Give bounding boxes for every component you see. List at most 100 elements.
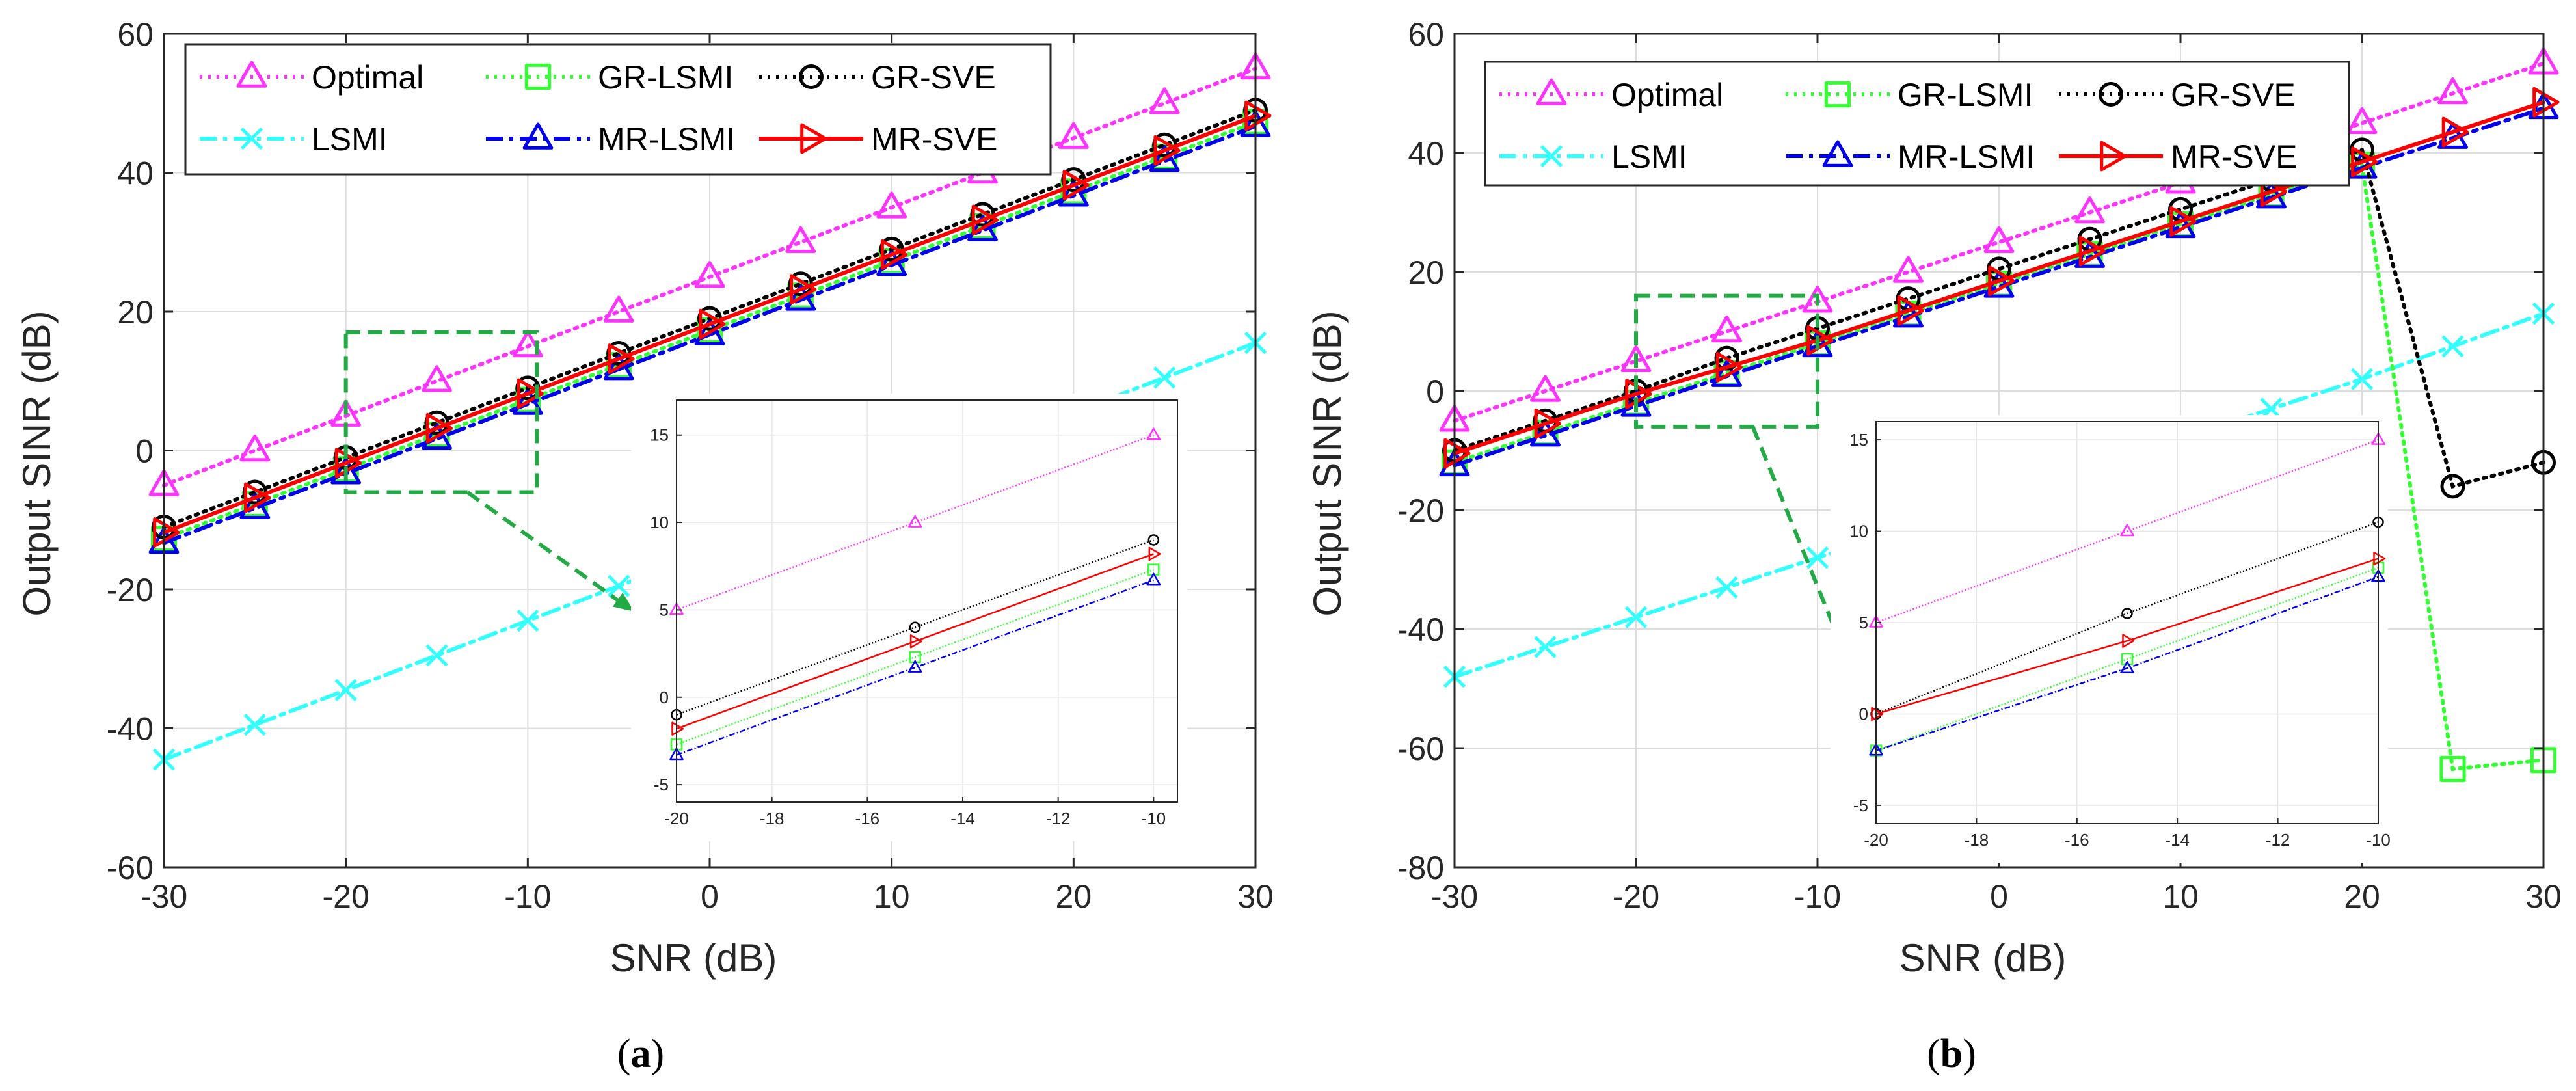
inset-line-gr-lsmi xyxy=(676,569,1154,746)
inset-series-mr-sve xyxy=(1871,551,2386,721)
data-point-mr-sve xyxy=(153,517,180,548)
legend-label-mr-lsmi: MR-LSMI xyxy=(598,121,735,157)
data-point-optimal xyxy=(2074,196,2105,224)
data-point-mr-sve xyxy=(2441,116,2469,148)
y-tick-label: 20 xyxy=(1408,254,1444,291)
data-point-mr-lsmi xyxy=(1620,390,1652,417)
data-point-mr-sve xyxy=(1988,265,2015,297)
data-point-mr-sve xyxy=(1806,325,1834,356)
inset-x-tick-label: -10 xyxy=(1142,809,1166,828)
series-line-gr-lsmi xyxy=(1453,162,2545,772)
legend-label-gr-lsmi: GR-LSMI xyxy=(1898,77,2033,113)
y-tick-label: -20 xyxy=(1397,492,1444,529)
inset-line-gr-sve xyxy=(676,539,1154,716)
data-point-mr-sve xyxy=(1534,408,1561,439)
inset-point-gr-lsmi xyxy=(2121,653,2134,666)
legend-box xyxy=(1484,61,2350,187)
inset-y-tick-label: -5 xyxy=(1853,796,1868,815)
y-tick-label: 40 xyxy=(117,155,154,192)
x-tick-label: 10 xyxy=(2162,878,2199,915)
inset-series-mr-sve xyxy=(671,546,1161,736)
series-line-mr-sve xyxy=(1453,100,2545,456)
data-point-optimal xyxy=(422,365,452,392)
x-tick-label: 30 xyxy=(2525,878,2562,915)
legend-item-gr-sve: GR-SVE xyxy=(2059,77,2296,113)
panel-label-close: ) xyxy=(651,1032,665,1076)
inset: -20 -18 -16 -14 -12 -10 -5 0 5 10 15 xyxy=(631,394,1187,841)
legend-item-gr-lsmi: GR-LSMI xyxy=(486,59,733,96)
y-tick-label: 20 xyxy=(117,294,154,330)
inset: -20 -18 -16 -14 -12 -10 -5 0 5 10 15 xyxy=(1831,415,2391,863)
legend-marker-gr-lsmi xyxy=(1824,81,1851,108)
data-point-lsmi xyxy=(517,609,539,632)
legend-marker-lsmi xyxy=(1540,144,1563,168)
inset-point-optimal xyxy=(2120,524,2134,537)
panel-label-letter: a xyxy=(631,1032,651,1076)
legend-item-gr-lsmi: GR-LSMI xyxy=(1786,77,2033,113)
inset-y-tick-label: -5 xyxy=(654,775,669,794)
inset-line-optimal xyxy=(676,434,1154,611)
y-axis-label: Output SINR (dB) xyxy=(1306,310,1349,616)
inset-x-tick-label: -20 xyxy=(1864,830,1888,850)
data-point-optimal xyxy=(239,435,271,462)
inset-point-gr-sve xyxy=(909,621,921,634)
inset-x-tick-label: -18 xyxy=(1965,830,1989,850)
y-tick-label: -20 xyxy=(107,572,154,608)
x-tick-label: 10 xyxy=(874,878,910,915)
legend-label-mr-sve: MR-SVE xyxy=(871,121,997,157)
legend-item-optimal: Optimal xyxy=(1499,77,1723,113)
inset-y-tick-label: 5 xyxy=(1859,613,1868,632)
legend-marker-lsmi xyxy=(240,127,263,150)
data-point-gr-sve xyxy=(2440,474,2465,499)
inset-x-tick-label: -20 xyxy=(664,809,689,828)
inset-x-tick-label: -16 xyxy=(2065,830,2089,850)
data-point-optimal xyxy=(1893,256,1924,283)
inset-line-gr-lsmi xyxy=(1875,567,2379,751)
data-point-optimal xyxy=(1620,345,1652,373)
data-point-mr-lsmi xyxy=(422,422,452,450)
x-tick-label: -10 xyxy=(1794,878,1841,915)
legend-label-optimal: Optimal xyxy=(312,59,423,96)
inset-point-mr-lsmi xyxy=(1146,572,1161,586)
legend-item-mr-sve: MR-SVE xyxy=(759,121,997,157)
data-point-optimal xyxy=(2346,107,2378,135)
series-line-optimal xyxy=(162,66,1257,487)
legend-item-lsmi: LSMI xyxy=(1499,139,1687,175)
inset-y-tick-label: 0 xyxy=(1859,704,1868,723)
y-tick-label: -80 xyxy=(1397,850,1444,886)
data-point-mr-lsmi xyxy=(967,214,998,241)
x-axis-label: SNR (dB) xyxy=(1899,936,2067,980)
panel-label: (a) xyxy=(617,1032,664,1076)
inset-y-tick-label: 0 xyxy=(660,688,669,707)
legend-marker-optimal xyxy=(236,61,267,88)
data-point-optimal xyxy=(1530,375,1561,402)
y-tick-label: 40 xyxy=(1408,135,1444,172)
panel-label-open: ( xyxy=(1927,1032,1940,1076)
data-point-optimal xyxy=(876,191,907,219)
legend-label-optimal: Optimal xyxy=(1611,77,1723,113)
legend: Optimal GR-LSMI GR-SVE LSMI MR-LSMI MR-SVE xyxy=(1484,61,2350,187)
inset-x-tick-label: -14 xyxy=(950,809,975,828)
legend-item-gr-sve: GR-SVE xyxy=(759,59,996,96)
x-tick-label: -30 xyxy=(1431,878,1478,915)
inset-point-mr-lsmi xyxy=(2120,660,2134,673)
data-point-mr-lsmi xyxy=(330,457,362,485)
inset-x-tick-label: -14 xyxy=(2165,830,2190,850)
legend-label-lsmi: LSMI xyxy=(312,121,388,157)
data-point-mr-sve xyxy=(2078,236,2106,267)
data-point-mr-sve xyxy=(1153,135,1181,166)
legend: Optimal GR-LSMI GR-SVE LSMI MR-LSMI MR-SVE xyxy=(184,43,1052,176)
legend-marker-gr-sve xyxy=(799,64,824,89)
legend-marker-gr-sve xyxy=(2099,82,2123,107)
data-point-mr-sve xyxy=(334,448,362,479)
data-point-optimal xyxy=(2437,77,2468,105)
panel-label-open: ( xyxy=(617,1032,631,1076)
inset-y-tick-label: 10 xyxy=(650,513,669,532)
legend-marker-gr-lsmi xyxy=(524,63,552,90)
data-point-optimal xyxy=(785,226,816,254)
data-point-mr-sve xyxy=(2532,87,2560,118)
data-point-mr-lsmi xyxy=(603,353,634,381)
series-line-optimal xyxy=(1453,61,2545,423)
zoom-box xyxy=(343,330,539,494)
legend-label-mr-lsmi: MR-LSMI xyxy=(1898,139,2035,175)
